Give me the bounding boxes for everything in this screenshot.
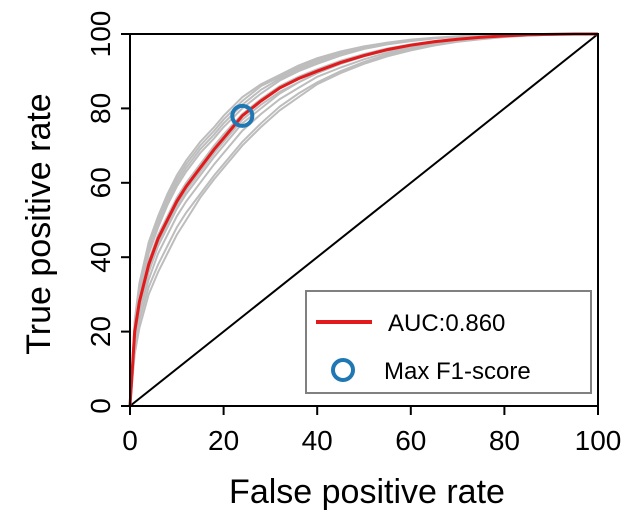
y-tick-label-80: 80 [85,93,116,124]
x-tick-label-0: 0 [122,425,138,456]
x-tick-label-80: 80 [489,425,520,456]
plot-frame [129,33,599,407]
y-tick-label-100: 100 [85,11,116,58]
y-tick-label-60: 60 [85,167,116,198]
max-f1-marker [230,103,255,128]
x-tick-label-100: 100 [575,425,622,456]
mean-roc-curve [128,32,598,407]
x-tick-label-40: 40 [302,425,333,456]
chance-diagonal [129,33,599,407]
legend-label-mean: AUC:0.860 [388,310,505,337]
legend-box [305,290,592,394]
y-axis-title: True positive rate [20,93,58,354]
legend: AUC:0.860 Max F1-score [305,290,592,394]
axes: 0 20 40 60 80 100 0 20 40 60 80 100 False positive r… [20,11,621,511]
x-axis-title: False positive rate [229,473,505,511]
y-tick-label-0: 0 [85,398,116,414]
main-curves [128,32,599,407]
y-tick-label-20: 20 [85,316,116,347]
legend-label-marker: Max F1-score [384,358,531,385]
legend-swatch-marker [331,358,355,382]
x-tick-label-60: 60 [395,425,426,456]
y-tick-label-40: 40 [85,242,116,273]
x-tick-label-20: 20 [208,425,239,456]
